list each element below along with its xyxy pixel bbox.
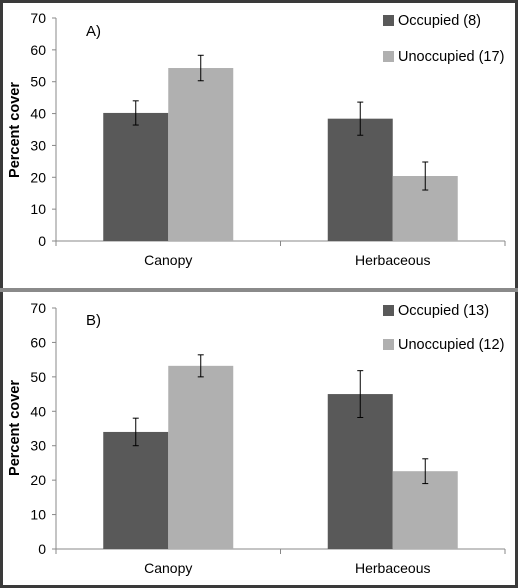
y-tick-label: 10	[30, 507, 46, 523]
y-tick-label: 0	[38, 541, 46, 557]
legend-swatch	[383, 15, 394, 26]
bar	[392, 471, 458, 549]
bar	[103, 112, 169, 241]
legend-label: Occupied (8)	[398, 13, 481, 29]
panel-separator	[0, 288, 518, 292]
bar	[327, 394, 393, 549]
bar	[103, 431, 169, 549]
legend-swatch	[383, 51, 394, 62]
x-tick-label: Herbaceous	[355, 560, 431, 576]
y-axis-label: Percent cover	[7, 82, 23, 178]
y-tick-label: 60	[30, 42, 46, 58]
bar	[168, 68, 234, 241]
legend-swatch	[383, 339, 394, 350]
panel-label: B)	[86, 312, 101, 329]
y-tick-label: 20	[30, 472, 46, 488]
legend-label: Unoccupied (17)	[398, 49, 504, 65]
y-tick-label: 20	[30, 169, 46, 185]
legend-label: Unoccupied (12)	[398, 337, 504, 353]
y-axis-label: Percent cover	[7, 380, 23, 476]
y-tick-label: 60	[30, 334, 46, 350]
bar	[168, 365, 234, 549]
x-tick-label: Herbaceous	[355, 252, 431, 268]
legend-label: Occupied (13)	[398, 303, 489, 319]
y-tick-label: 50	[30, 74, 46, 90]
bar	[327, 118, 393, 241]
y-tick-label: 30	[30, 137, 46, 153]
x-tick-label: Canopy	[144, 252, 192, 268]
y-tick-label: 0	[38, 233, 46, 249]
y-tick-label: 70	[30, 10, 46, 26]
y-tick-label: 50	[30, 369, 46, 385]
y-tick-label: 30	[30, 438, 46, 454]
y-tick-label: 40	[30, 106, 46, 122]
panel-label: A)	[86, 23, 101, 40]
legend-swatch	[383, 305, 394, 316]
y-tick-label: 40	[30, 403, 46, 419]
y-tick-label: 70	[30, 300, 46, 316]
x-tick-label: Canopy	[144, 560, 192, 576]
y-tick-label: 10	[30, 201, 46, 217]
